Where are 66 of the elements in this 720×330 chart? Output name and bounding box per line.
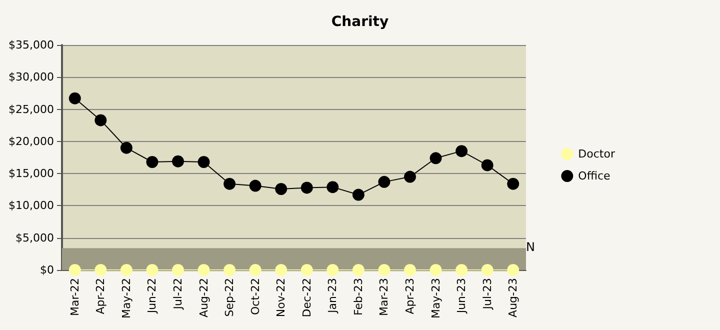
point [198,156,210,168]
point [481,264,494,276]
y-tick-label: $15,000 [8,167,54,180]
point [94,114,107,126]
point [456,145,468,158]
x-tick-label: Jun-23 [455,278,468,314]
point [352,188,364,201]
y-tick-label: $25,000 [8,102,54,116]
point [378,176,390,188]
point [146,264,158,276]
point [198,264,210,276]
point [120,264,132,276]
point [68,92,81,104]
x-tick-label: Apr-22 [94,278,108,314]
x-tick-label: Jul-22 [172,278,184,310]
point [275,264,288,276]
point [326,181,339,194]
point [326,264,339,276]
point [300,182,313,194]
point [481,159,494,172]
legend-label: Doctor [578,148,616,160]
point [172,264,184,276]
x-tick-label: May-23 [429,278,442,319]
x-tick-label: Aug-22 [197,278,210,318]
point [249,264,262,276]
point [249,180,262,192]
x-tick-label: Jul-23 [480,278,494,310]
point [120,142,132,154]
x-tick-label: Feb-23 [352,278,365,316]
point [507,264,520,276]
y-tick-label: $5,000 [16,231,54,244]
x-tick-label: Mar-23 [378,278,391,316]
legend-label: Office [578,170,611,182]
point [94,264,107,276]
band-label: N [526,240,535,254]
x-tick-label: Aug-23 [506,278,520,318]
point [378,264,390,276]
x-tick-label: Apr-23 [404,278,416,314]
y-tick-label: $35,000 [8,38,54,52]
x-tick-label: Jun-22 [146,278,159,314]
x-tick-label: Mar-22 [68,278,82,316]
point [146,156,158,168]
x-tick-label: Dec-22 [300,278,314,318]
point [224,178,236,190]
point [352,264,364,276]
x-tick-label: Oct-22 [248,278,262,315]
point [68,264,81,276]
point [224,264,236,276]
point [507,178,520,190]
point [404,264,416,276]
point [430,152,442,164]
point [430,264,442,276]
x-tick-label: Jan-23 [326,278,340,314]
y-tick-label: $30,000 [8,70,54,84]
chart-title: Charity [331,14,389,30]
y-tick-label: $0 [40,264,54,276]
point [300,264,313,276]
y-tick-label: $10,000 [8,199,54,212]
x-tick-label: Sep-22 [223,278,236,317]
point [456,264,468,276]
x-tick-label: Nov-22 [274,278,288,318]
point [404,170,416,183]
x-tick-label: May-22 [120,278,133,319]
y-tick-label: $20,000 [8,134,54,148]
point [172,155,184,168]
point [275,183,288,195]
